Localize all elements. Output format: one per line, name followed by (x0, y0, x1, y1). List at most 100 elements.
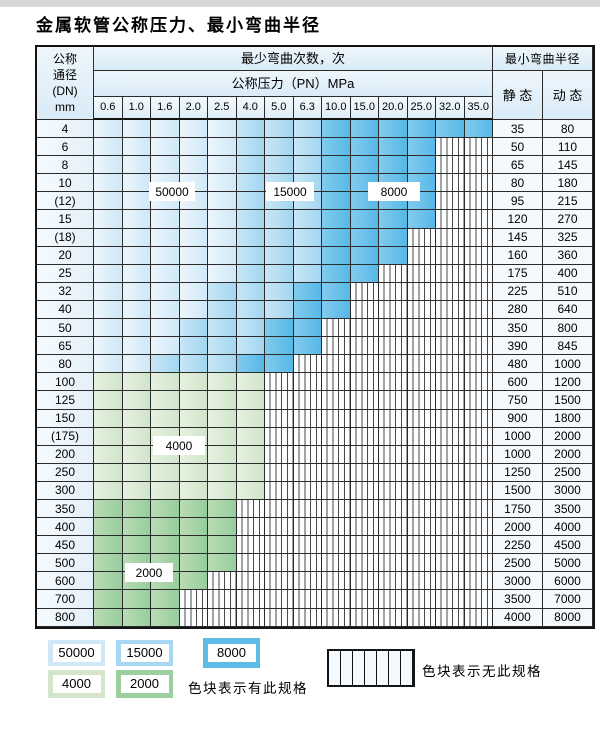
no-spec-cell (407, 319, 436, 338)
no-spec-cell (436, 282, 465, 301)
no-spec-cell (293, 409, 322, 428)
spec-cell (94, 409, 123, 428)
static-radius-value: 480 (493, 355, 543, 374)
no-spec-cell (407, 337, 436, 356)
dn-cell: 125 (37, 391, 94, 410)
no-spec-cell (464, 590, 493, 609)
no-spec-cell (436, 427, 465, 446)
no-spec-cell (265, 536, 294, 555)
pn-col-header: 0.6 (94, 97, 123, 120)
dn-header-line: 通径 (52, 67, 77, 82)
spec-cell (379, 138, 408, 157)
no-spec-cell (464, 572, 493, 591)
dynamic-radius-value: 3500 (543, 499, 593, 519)
no-spec-cell (236, 536, 265, 555)
spec-cell (322, 228, 351, 247)
no-spec-cell (322, 481, 351, 500)
spec-cell (94, 518, 123, 537)
no-spec-cell (407, 300, 436, 320)
spec-cell (208, 391, 237, 410)
dynamic-radius-value: 7000 (543, 590, 593, 609)
dynamic-radius-value: 80 (543, 120, 593, 139)
spec-cell (208, 282, 237, 301)
spec-cell (265, 138, 294, 157)
no-spec-cell (350, 427, 379, 446)
spec-cell (208, 355, 237, 374)
no-spec-cell (293, 445, 322, 464)
no-spec-cell (436, 481, 465, 500)
no-spec-cell (436, 264, 465, 283)
spec-cell (179, 228, 208, 247)
spec-cell (236, 445, 265, 464)
spec-cell (94, 536, 123, 555)
static-header: 静 态 (493, 71, 543, 120)
dn-cell: (175) (37, 427, 94, 446)
no-spec-cell (379, 536, 408, 555)
no-spec-cell (407, 608, 436, 627)
spec-cell (151, 264, 180, 283)
static-radius-value: 145 (493, 228, 543, 247)
spec-cell (350, 228, 379, 247)
no-spec-cell (407, 391, 436, 410)
spec-cell (122, 300, 151, 320)
spec-cell (322, 138, 351, 157)
no-spec-cell (436, 536, 465, 555)
spec-cell (265, 246, 294, 265)
no-spec-cell (436, 138, 465, 157)
no-spec-cell (379, 518, 408, 537)
spec-cell (122, 445, 151, 464)
spec-cell (122, 246, 151, 265)
no-spec-cell (322, 445, 351, 464)
no-spec-cell (265, 391, 294, 410)
spec-cell (122, 192, 151, 211)
no-spec-cell (265, 427, 294, 446)
spec-cell (151, 120, 180, 139)
spec-cell (179, 156, 208, 175)
static-radius-value: 280 (493, 300, 543, 320)
spec-cell (94, 572, 123, 591)
no-spec-cell (436, 174, 465, 193)
spec-cell (179, 319, 208, 338)
no-spec-cell (236, 499, 265, 519)
no-spec-cell (464, 228, 493, 247)
no-spec-cell (379, 608, 408, 627)
no-spec-cell (436, 409, 465, 428)
no-spec-cell (265, 518, 294, 537)
no-spec-cell (436, 300, 465, 320)
spec-cell (350, 264, 379, 283)
no-spec-cell (322, 572, 351, 591)
dn-cell: 80 (37, 355, 94, 374)
no-spec-cell (350, 463, 379, 482)
spec-cell (236, 481, 265, 500)
dynamic-radius-value: 2500 (543, 463, 593, 482)
spec-cell (293, 138, 322, 157)
spec-cell (151, 138, 180, 157)
spec-cell (236, 192, 265, 211)
pn-col-header: 6.3 (293, 97, 322, 120)
legend-swatch-label: 2000 (120, 675, 169, 693)
no-spec-cell (379, 264, 408, 283)
spec-cell (379, 228, 408, 247)
spec-cell (94, 608, 123, 627)
spec-cell (122, 409, 151, 428)
spec-cell (236, 282, 265, 301)
dynamic-radius-value: 1800 (543, 409, 593, 428)
spec-cell (208, 246, 237, 265)
no-spec-cell (407, 590, 436, 609)
spec-cell (179, 246, 208, 265)
no-spec-cell (293, 427, 322, 446)
no-spec-cell (293, 373, 322, 392)
no-spec-cell (436, 210, 465, 229)
no-spec-cell (379, 463, 408, 482)
no-spec-cell (407, 572, 436, 591)
no-spec-cell (293, 536, 322, 555)
dn-cell: 6 (37, 138, 94, 157)
no-spec-cell (322, 337, 351, 356)
pn-col-header: 2.5 (208, 97, 237, 120)
spec-cell (293, 337, 322, 356)
spec-cell (122, 264, 151, 283)
spec-cell (236, 210, 265, 229)
spec-cell (151, 156, 180, 175)
no-spec-cell (208, 572, 237, 591)
spec-cell (265, 210, 294, 229)
